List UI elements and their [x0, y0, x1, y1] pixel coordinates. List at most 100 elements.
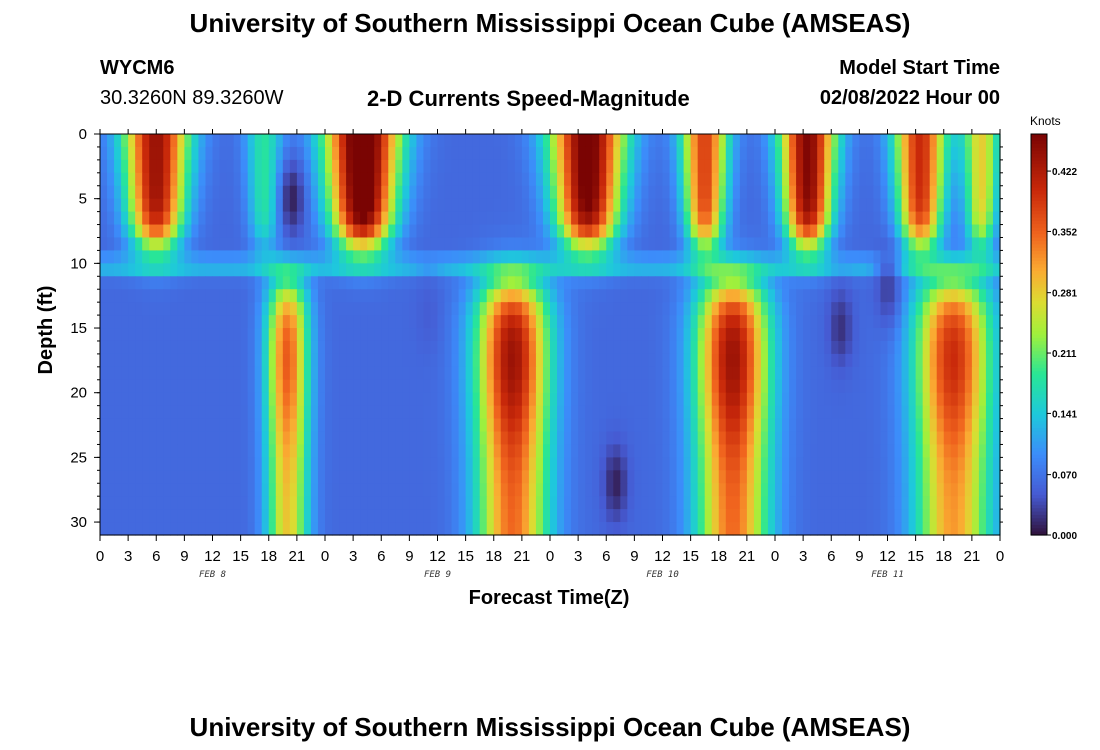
heatmap-cell	[971, 328, 980, 342]
heatmap-cell	[296, 315, 305, 329]
heatmap-cell	[753, 302, 762, 316]
heatmap-cell	[655, 159, 664, 174]
heatmap-cell	[500, 159, 509, 174]
heatmap-cell	[767, 522, 776, 536]
heatmap-cell	[557, 263, 565, 277]
heatmap-cell	[212, 470, 221, 484]
heatmap-cell	[627, 379, 635, 394]
heatmap-cell	[648, 172, 657, 187]
heatmap-cell	[381, 185, 389, 200]
heatmap-cell	[746, 289, 755, 303]
heatmap-cell	[578, 250, 586, 264]
heatmap-cell	[528, 263, 537, 277]
heatmap-cell	[142, 353, 150, 368]
heatmap-cell	[388, 366, 396, 381]
heatmap-cell	[360, 224, 368, 239]
heatmap-cell	[880, 185, 889, 200]
heatmap-cell	[571, 134, 579, 148]
heatmap-cell	[444, 198, 453, 213]
heatmap-cell	[128, 496, 136, 510]
heatmap-cell	[521, 172, 530, 187]
heatmap-cell	[810, 237, 818, 252]
heatmap-cell	[535, 470, 544, 484]
heatmap-cell	[275, 366, 284, 381]
heatmap-cell	[585, 444, 593, 458]
heatmap-cell	[360, 470, 368, 484]
heatmap-cell	[803, 134, 811, 148]
heatmap-cell	[901, 237, 910, 252]
heatmap-cell	[346, 392, 354, 407]
heatmap-cell	[339, 509, 347, 523]
heatmap-cell	[149, 457, 157, 471]
heatmap-cell	[514, 134, 523, 148]
heatmap-cell	[332, 315, 340, 329]
heatmap-cell	[683, 250, 692, 264]
heatmap-cell	[753, 353, 762, 368]
heatmap-cell	[121, 340, 129, 355]
heatmap-cell	[606, 431, 614, 446]
heatmap-cell	[465, 353, 474, 368]
heatmap-cell	[205, 405, 214, 420]
heatmap-cell	[585, 198, 593, 213]
heatmap-cell	[620, 379, 628, 394]
heatmap-cell	[458, 224, 467, 239]
heatmap-cell	[100, 224, 108, 239]
heatmap-cell	[627, 263, 635, 277]
heatmap-cell	[599, 405, 607, 420]
heatmap-cell	[845, 224, 853, 239]
heatmap-cell	[662, 392, 671, 407]
heatmap-cell	[971, 185, 980, 200]
heatmap-cell	[641, 185, 650, 200]
heatmap-cell	[486, 483, 495, 497]
heatmap-cell	[767, 224, 776, 239]
heatmap-cell	[908, 483, 917, 497]
heatmap-cell	[585, 185, 593, 200]
heatmap-cell	[233, 418, 242, 433]
heatmap-cell	[289, 405, 298, 420]
heatmap-cell	[339, 159, 347, 174]
heatmap-cell	[472, 366, 481, 381]
heatmap-cell	[550, 159, 558, 174]
colorbar-segment	[1031, 531, 1047, 536]
colorbar-segment	[1031, 377, 1047, 382]
heatmap-cell	[310, 237, 319, 252]
heatmap-cell	[760, 276, 769, 290]
heatmap-cell	[367, 405, 375, 420]
heatmap-cell	[493, 276, 502, 290]
heatmap-cell	[437, 522, 446, 536]
heatmap-cell	[177, 159, 185, 174]
heatmap-cell	[402, 418, 410, 433]
heatmap-cell	[121, 198, 129, 213]
heatmap-cell	[725, 353, 734, 368]
heatmap-cell	[535, 483, 544, 497]
heatmap-cell	[374, 366, 382, 381]
heatmap-cell	[240, 159, 249, 174]
heatmap-cell	[177, 496, 185, 510]
heatmap-cell	[317, 302, 326, 316]
heatmap-cell	[648, 276, 657, 290]
heatmap-cell	[149, 172, 157, 187]
heatmap-cell	[107, 134, 115, 148]
heatmap-cell	[760, 302, 769, 316]
heatmap-cell	[943, 328, 952, 342]
heatmap-cell	[929, 522, 938, 536]
heatmap-cell	[894, 211, 903, 226]
heatmap-cell	[767, 392, 776, 407]
heatmap-cell	[156, 328, 164, 342]
heatmap-cell	[542, 340, 551, 355]
heatmap-cell	[662, 134, 671, 148]
heatmap-cell	[402, 509, 410, 523]
heatmap-cell	[303, 353, 312, 368]
heatmap-cell	[690, 224, 699, 239]
heatmap-cell	[177, 522, 185, 536]
heatmap-cell	[191, 457, 200, 471]
heatmap-cell	[402, 340, 410, 355]
heatmap-cell	[669, 392, 678, 407]
heatmap-cell	[585, 353, 593, 368]
colorbar-segment	[1031, 418, 1047, 422]
heatmap-cell	[789, 328, 797, 342]
heatmap-cell	[845, 302, 853, 316]
heatmap-cell	[845, 379, 853, 394]
heatmap-cell	[922, 340, 931, 355]
